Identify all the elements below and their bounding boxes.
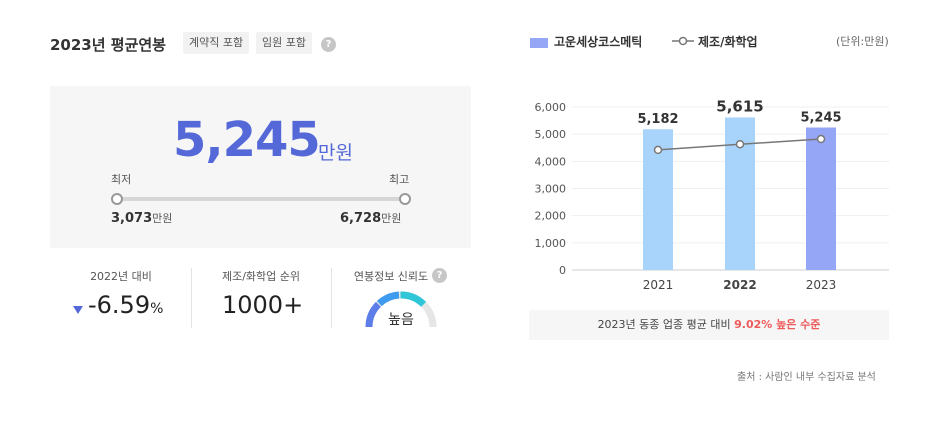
range-max-knob <box>399 193 411 205</box>
industry-point <box>735 139 745 149</box>
min-salary-unit: 만원 <box>152 212 173 225</box>
trust-help-icon[interactable]: ? <box>432 268 447 283</box>
comparison-highlight: 9.02% 높은 수준 <box>734 318 821 331</box>
min-label: 최저 <box>111 173 132 186</box>
comparison-note: 2023년 동종 업종 평균 대비 9.02% 높은 수준 <box>529 310 889 340</box>
yoy-label: 2022년 대비 <box>90 270 152 283</box>
y-tick-label: 0 <box>559 264 566 277</box>
salary-chart: 0 1,000 2,000 3,000 4,000 5,000 6,000 5,182 2021… <box>535 97 889 292</box>
average-salary-unit: 만원 <box>318 142 353 164</box>
company-legend-label: 고운세상코스메틱 <box>554 35 643 49</box>
bar-value-label: 5,615 <box>716 97 763 115</box>
max-salary-unit: 만원 <box>381 212 402 225</box>
divider <box>191 268 192 328</box>
max-salary: 6,728만원 <box>340 210 401 226</box>
source-note: 출처 : 사람인 내부 수집자료 분석 <box>737 372 876 383</box>
min-salary: 3,073만원 <box>111 210 172 226</box>
x-tick-label: 2021 <box>643 278 674 292</box>
y-tick-label: 5,000 <box>535 128 567 141</box>
industry-legend-label: 제조/화학업 <box>698 35 758 49</box>
line-legend-icon <box>672 36 694 46</box>
yoy-change: -6.59% <box>88 291 163 319</box>
y-tick-label: 3,000 <box>535 183 567 196</box>
yoy-change-unit: % <box>150 301 164 317</box>
contract-included-chip: 계약직 포함 <box>183 32 250 54</box>
industry-point <box>653 145 663 155</box>
y-tick-label: 6,000 <box>535 101 567 114</box>
trust-gauge <box>365 291 437 328</box>
rank-label: 제조/화학업 순위 <box>221 270 301 283</box>
bar <box>806 127 836 270</box>
x-tick-label: 2022 <box>723 278 756 292</box>
industry-rank: 1000+ <box>222 291 304 319</box>
y-tick-label: 4,000 <box>535 155 567 168</box>
bar-value-label: 5,182 <box>637 112 678 127</box>
range-min-knob <box>111 193 123 205</box>
down-arrow-icon <box>73 306 83 314</box>
divider <box>331 268 332 328</box>
max-label: 최고 <box>389 173 410 186</box>
trust-level: 높음 <box>388 312 414 328</box>
x-tick-label: 2023 <box>806 278 837 292</box>
max-salary-value: 6,728 <box>340 211 382 226</box>
y-tick-label: 2,000 <box>535 210 567 223</box>
trust-label: 연봉정보 신뢰도 <box>353 270 429 283</box>
average-salary-value: 5,245 <box>173 112 321 168</box>
yoy-change-value: -6.59 <box>88 291 151 319</box>
gauge-seg-2 <box>376 291 400 307</box>
gauge-seg-3 <box>400 291 427 308</box>
page-title: 2023년 평균연봉 <box>50 36 166 54</box>
y-tick-label: 1,000 <box>535 237 567 250</box>
salary-range-track <box>117 197 405 201</box>
min-salary-value: 3,073 <box>111 211 153 226</box>
unit-note: (단위:만원) <box>836 35 889 48</box>
company-legend-swatch <box>530 38 548 48</box>
gauge-seg-1 <box>365 301 382 328</box>
salary-card: 5,245 만원 최저 최고 3,073만원 6,728만원 <box>50 86 471 248</box>
executive-included-chip: 임원 포함 <box>256 32 312 54</box>
help-icon[interactable]: ? <box>321 37 336 52</box>
comparison-text: 2023년 동종 업종 평균 대비 <box>597 318 735 331</box>
bar-value-label: 5,245 <box>800 111 841 126</box>
industry-point <box>816 134 826 144</box>
